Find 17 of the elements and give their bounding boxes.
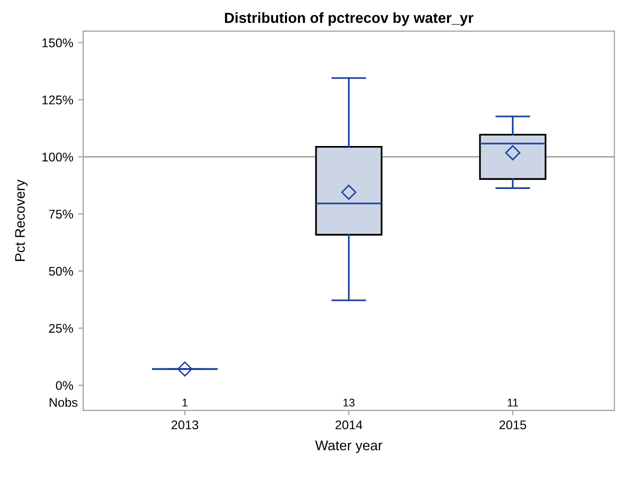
x-tick-label: 2014: [336, 420, 362, 430]
y-tick-label: 150%: [42, 38, 74, 48]
y-tick-label: 75%: [49, 210, 74, 219]
chart-title: Distribution of pctrecov by water_yr: [224, 12, 474, 26]
y-axis-title: Pct Recovery: [15, 180, 28, 261]
annotation: 13: [343, 398, 354, 407]
y-tick-label: 0%: [56, 381, 74, 390]
x-axis-title: Water year: [315, 440, 382, 454]
x-tick-label: 2015: [499, 420, 526, 430]
y-tick-label: 50%: [48, 266, 74, 276]
y-tick-label: 125%: [42, 96, 74, 104]
annotation: 1: [182, 398, 188, 406]
annotation: 11: [508, 398, 518, 406]
text: Nobs: [50, 398, 78, 407]
x-tick-label: 2013: [172, 420, 198, 430]
y-tick-label: 100%: [42, 152, 74, 162]
y-tick-label: 25%: [49, 324, 74, 333]
